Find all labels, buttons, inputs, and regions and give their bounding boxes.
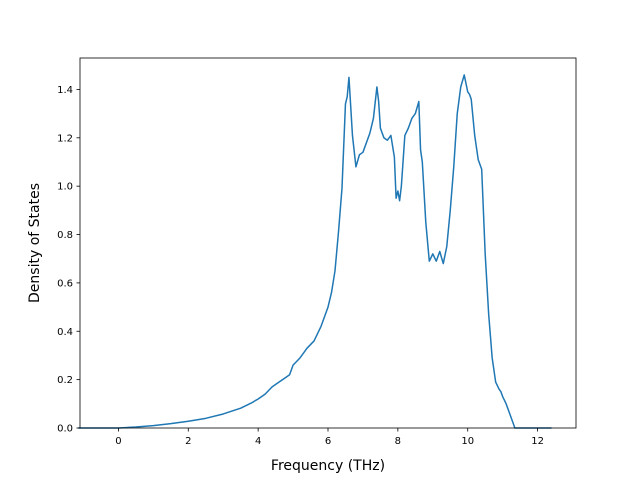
plot-area	[80, 58, 576, 428]
x-tick-label: 12	[531, 436, 544, 447]
y-tick-label: 0.2	[57, 375, 73, 386]
y-axis-label: Density of States	[27, 183, 43, 303]
x-tick-label: 8	[395, 436, 401, 447]
y-tick-label: 0.4	[57, 327, 73, 338]
y-tick-label: 0.8	[57, 230, 73, 241]
series-line-density-of-states	[78, 74, 552, 429]
x-tick-label: 6	[325, 436, 331, 447]
x-tick-label: 10	[461, 436, 474, 447]
y-tick-label: 1.4	[57, 85, 73, 96]
ticks-group: 0 2 4 6 8 10 12 0.0 0.2 0.4 0.6 0.8 1.0 1.2 1.4	[57, 85, 544, 447]
x-tick-label: 2	[185, 436, 191, 447]
x-tick-label: 0	[115, 436, 121, 447]
y-tick-label: 0.0	[57, 424, 73, 435]
y-tick-label: 0.6	[57, 278, 73, 289]
x-axis-label: Frequency (THz)	[271, 458, 385, 474]
x-tick-label: 4	[255, 436, 261, 447]
plot-frame	[79, 57, 577, 429]
y-tick-label: 1.2	[57, 133, 73, 144]
y-tick-label: 1.0	[57, 182, 73, 193]
